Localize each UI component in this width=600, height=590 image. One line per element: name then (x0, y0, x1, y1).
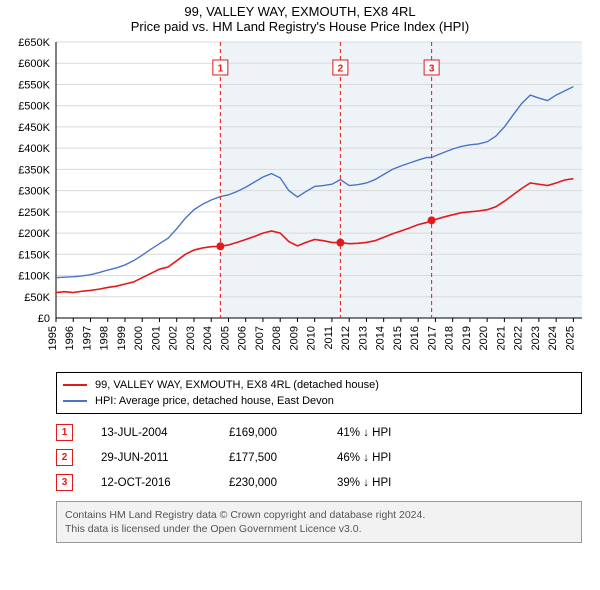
svg-text:2000: 2000 (133, 326, 145, 350)
chart-container: 99, VALLEY WAY, EXMOUTH, EX8 4RL Price p… (0, 0, 600, 543)
legend-row: 99, VALLEY WAY, EXMOUTH, EX8 4RL (detach… (63, 377, 575, 393)
svg-text:1997: 1997 (81, 326, 93, 350)
titles: 99, VALLEY WAY, EXMOUTH, EX8 4RL Price p… (0, 0, 600, 36)
svg-text:1: 1 (218, 63, 224, 74)
svg-text:£50K: £50K (24, 292, 50, 304)
legend-row: HPI: Average price, detached house, East… (63, 393, 575, 409)
svg-text:£600K: £600K (18, 58, 50, 70)
legend-swatch (63, 400, 87, 402)
svg-text:2007: 2007 (254, 326, 266, 350)
sale-marker-icon: 2 (56, 449, 73, 466)
chart: £0 £50K £100K £150K £200K £250K £300K £350K £400… (0, 36, 600, 366)
sale-date: 13-JUL-2004 (101, 427, 201, 439)
svg-text:1995: 1995 (47, 326, 59, 350)
sale-price: £230,000 (229, 477, 309, 489)
sale-marker-icon: 3 (56, 474, 73, 491)
svg-text:£300K: £300K (18, 186, 50, 198)
svg-text:1998: 1998 (99, 326, 111, 350)
svg-text:3: 3 (429, 63, 435, 74)
sale-diff: 46% ↓ HPI (337, 452, 457, 464)
sale-date: 29-JUN-2011 (101, 452, 201, 464)
legend: 99, VALLEY WAY, EXMOUTH, EX8 4RL (detach… (56, 372, 582, 414)
svg-text:2005: 2005 (219, 326, 231, 350)
svg-text:2021: 2021 (495, 326, 507, 350)
title-address: 99, VALLEY WAY, EXMOUTH, EX8 4RL (0, 4, 600, 19)
svg-text:2003: 2003 (185, 326, 197, 350)
sale-price: £169,000 (229, 427, 309, 439)
sales-table: 1 13-JUL-2004 £169,000 41% ↓ HPI 2 29-JU… (56, 420, 582, 495)
sales-row: 3 12-OCT-2016 £230,000 39% ↓ HPI (56, 470, 582, 495)
svg-text:2025: 2025 (564, 326, 576, 350)
svg-text:£650K: £650K (18, 37, 50, 49)
svg-text:2024: 2024 (547, 326, 559, 350)
svg-text:£250K: £250K (18, 207, 50, 219)
svg-text:2016: 2016 (409, 326, 421, 350)
svg-text:2011: 2011 (323, 326, 335, 350)
svg-text:£500K: £500K (18, 101, 50, 113)
svg-text:2019: 2019 (461, 326, 473, 350)
svg-text:2008: 2008 (271, 326, 283, 350)
sales-row: 2 29-JUN-2011 £177,500 46% ↓ HPI (56, 445, 582, 470)
svg-text:1999: 1999 (116, 326, 128, 350)
legend-label: HPI: Average price, detached house, East… (95, 393, 334, 409)
svg-text:2002: 2002 (168, 326, 180, 350)
footer-line: Contains HM Land Registry data © Crown c… (65, 508, 573, 522)
footer-line: This data is licensed under the Open Gov… (65, 522, 573, 536)
svg-text:2009: 2009 (288, 326, 300, 350)
footer: Contains HM Land Registry data © Crown c… (56, 501, 582, 543)
legend-swatch (63, 384, 87, 386)
sale-date: 12-OCT-2016 (101, 477, 201, 489)
sale-diff: 39% ↓ HPI (337, 477, 457, 489)
svg-text:£400K: £400K (18, 143, 50, 155)
svg-text:2023: 2023 (530, 326, 542, 350)
svg-text:2010: 2010 (306, 326, 318, 350)
svg-text:2013: 2013 (357, 326, 369, 350)
svg-text:£0: £0 (38, 313, 50, 325)
svg-text:2018: 2018 (444, 326, 456, 350)
svg-text:£350K: £350K (18, 164, 50, 176)
svg-text:2001: 2001 (150, 326, 162, 350)
svg-text:2012: 2012 (340, 326, 352, 350)
svg-text:2022: 2022 (513, 326, 525, 350)
sales-row: 1 13-JUL-2004 £169,000 41% ↓ HPI (56, 420, 582, 445)
svg-text:2014: 2014 (375, 326, 387, 350)
legend-label: 99, VALLEY WAY, EXMOUTH, EX8 4RL (detach… (95, 377, 379, 393)
svg-text:2020: 2020 (478, 326, 490, 350)
sale-marker-icon: 1 (56, 424, 73, 441)
svg-text:£200K: £200K (18, 228, 50, 240)
svg-text:1996: 1996 (64, 326, 76, 350)
svg-text:2015: 2015 (392, 326, 404, 350)
svg-text:£450K: £450K (18, 122, 50, 134)
svg-text:2017: 2017 (426, 326, 438, 350)
svg-text:£100K: £100K (18, 271, 50, 283)
title-subtitle: Price paid vs. HM Land Registry's House … (0, 19, 600, 34)
svg-text:2: 2 (338, 63, 344, 74)
sale-diff: 41% ↓ HPI (337, 427, 457, 439)
svg-text:£150K: £150K (18, 249, 50, 261)
svg-text:£550K: £550K (18, 79, 50, 91)
svg-text:2006: 2006 (237, 326, 249, 350)
svg-text:2004: 2004 (202, 326, 214, 350)
sale-price: £177,500 (229, 452, 309, 464)
chart-svg: £0 £50K £100K £150K £200K £250K £300K £350K £400… (0, 36, 600, 366)
